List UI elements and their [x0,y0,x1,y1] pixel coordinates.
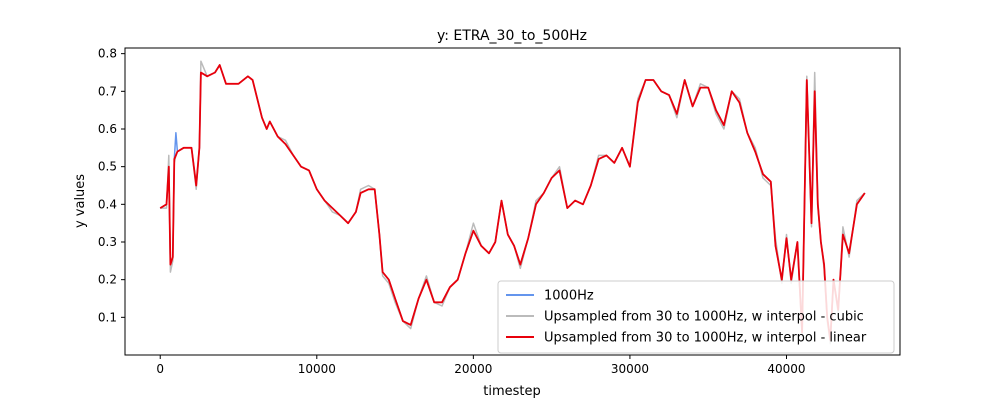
x-tick-label: 0 [156,362,164,376]
series-line-3 [159,64,866,341]
y-axis-label: y values [73,174,88,228]
legend-label-1: 1000Hz [544,289,594,304]
legend-label-3: Upsampled from 30 to 1000Hz, w interpol … [544,331,867,346]
y-tick-label: 0.2 [98,273,117,287]
y-tick-label: 0.8 [98,47,117,61]
y-tick-label: 0.7 [98,84,117,98]
x-tick-label: 10000 [298,362,336,376]
plot-frame [124,47,901,356]
series-layer [159,60,866,345]
x-axis-label: timestep [483,384,541,399]
y-tick-label: 0.1 [98,310,117,324]
legend-label-2: Upsampled from 30 to 1000Hz, w interpol … [544,310,864,325]
y-tick-label: 0.6 [98,122,117,136]
chart-title: y: ETRA_30_to_500Hz [437,28,587,44]
x-tick-label: 20000 [454,362,492,376]
x-axis: 0 10000 20000 30000 40000 [156,355,806,376]
legend-box [497,280,895,354]
y-axis: 0.1 0.2 0.3 0.4 0.5 0.6 0.7 0.8 [98,47,125,324]
legend: 1000Hz Upsampled from 30 to 1000Hz, w int… [497,280,895,354]
x-tick-label: 30000 [611,362,649,376]
y-tick-label: 0.5 [98,160,117,174]
y-tick-label: 0.3 [98,235,117,249]
x-tick-label: 40000 [767,362,805,376]
y-tick-label: 0.4 [98,197,117,211]
